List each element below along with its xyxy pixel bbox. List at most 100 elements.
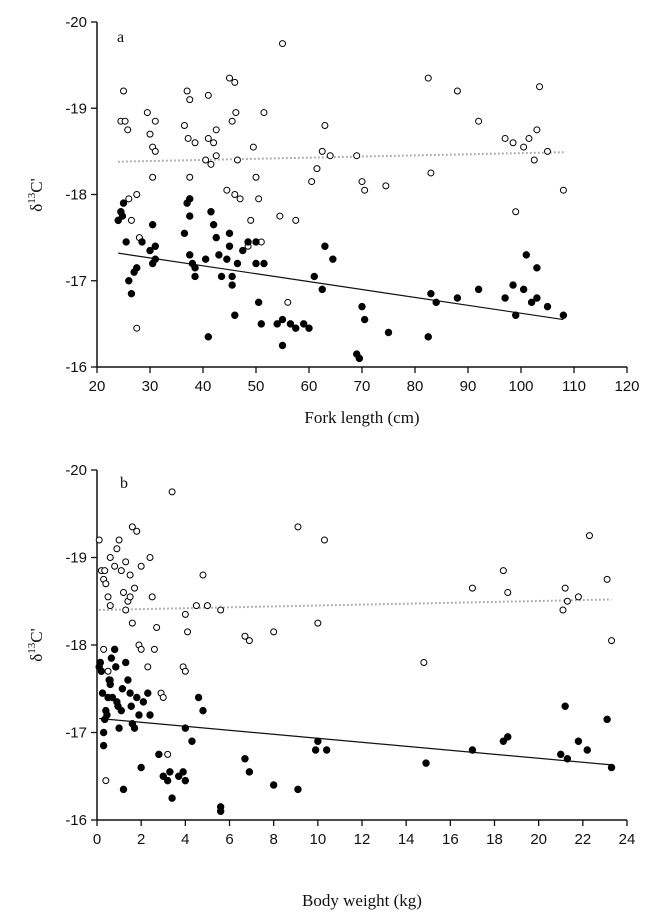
filled-data-point [511,311,520,319]
filled-data-point [124,676,132,684]
open-data-point [424,74,432,82]
filled-data-point [215,251,223,259]
filled-data-point [179,768,187,776]
filled-data-point [519,285,528,294]
x-tick-label: 20 [89,378,106,395]
filled-data-point [228,281,236,289]
x-axis-title: Body weight (kg) [302,891,422,910]
open-data-point [120,87,127,95]
open-data-point [181,610,189,618]
open-data-point [95,536,103,544]
filled-data-point [231,311,239,319]
open-data-point [504,589,512,596]
filled-data-point [311,746,320,754]
filled-data-point [607,763,616,772]
filled-data-point [126,689,134,697]
panel-letter: b [120,475,128,492]
open-data-point [318,147,326,155]
solid-fit-line [118,252,564,321]
open-data-point [111,562,119,570]
filled-data-point [254,298,263,307]
open-data-point [125,195,133,203]
filled-data-point [499,737,508,745]
x-tick-label: 16 [442,831,459,848]
filled-data-point [122,658,130,667]
open-data-point [153,624,161,631]
filled-data-point [453,294,462,302]
open-data-point [603,575,611,583]
open-data-point [151,147,159,155]
open-data-point [420,659,428,666]
filled-data-point [125,277,133,285]
open-data-point [106,602,114,610]
open-data-point [353,152,361,160]
filled-data-point [186,251,194,259]
filled-data-point [294,785,302,794]
filled-data-point [186,195,194,203]
filled-data-point [300,320,308,328]
open-data-point [241,632,249,640]
filled-data-point [603,715,611,724]
open-data-point [199,571,207,579]
open-data-point [536,83,544,91]
x-tick-label: 20 [530,831,547,848]
open-data-point [223,186,231,194]
open-data-point [561,584,569,592]
filled-data-point [110,645,119,654]
open-data-point [159,694,167,701]
filled-data-point [292,324,300,332]
dotted-fit-line [118,151,564,163]
filled-data-point [321,242,329,250]
filled-data-point [225,229,234,238]
open-data-point [104,593,112,601]
open-data-point [247,216,255,224]
x-tick-label: 22 [574,831,591,848]
filled-data-point [543,302,552,311]
filled-data-point [137,763,145,772]
filled-data-point [146,711,154,719]
open-data-point [128,619,136,627]
filled-data-point [360,315,369,324]
open-data-point [231,78,239,86]
open-data-point [126,571,134,579]
open-data-point [313,165,321,173]
filled-data-point [99,728,108,737]
filled-data-point [204,333,213,341]
x-tick-label: 30 [142,378,159,395]
filled-data-point [563,755,572,763]
open-data-point [321,122,329,129]
open-data-point [427,169,435,177]
open-data-point [127,216,135,224]
open-data-point [137,562,145,570]
solid-fit-line [99,717,612,766]
filled-data-point [217,272,226,281]
open-data-point [233,156,241,164]
open-data-point [382,182,390,190]
filled-data-point [574,737,583,745]
filled-data-point [130,724,139,732]
filled-data-point [559,311,568,319]
filled-data-point [146,246,154,255]
filled-data-point [118,212,127,220]
open-data-point [308,178,316,186]
open-data-point [314,619,322,627]
filled-data-point [314,737,322,745]
open-data-point [122,558,130,566]
filled-data-point [127,702,135,710]
filled-data-point [278,315,287,324]
y-tick-label: -16 [65,812,87,829]
filled-data-point [432,298,440,307]
open-data-point [101,567,109,575]
filled-data-point [127,289,136,298]
open-data-point [168,488,176,496]
open-data-point [270,628,278,636]
filled-data-point [98,689,107,697]
open-data-point [102,580,110,588]
open-data-point [294,523,302,531]
open-data-point [533,126,541,134]
open-data-point [100,645,108,653]
open-data-point [128,523,136,531]
open-data-point [184,628,192,636]
filled-data-point [181,776,190,785]
open-data-point [260,109,268,117]
